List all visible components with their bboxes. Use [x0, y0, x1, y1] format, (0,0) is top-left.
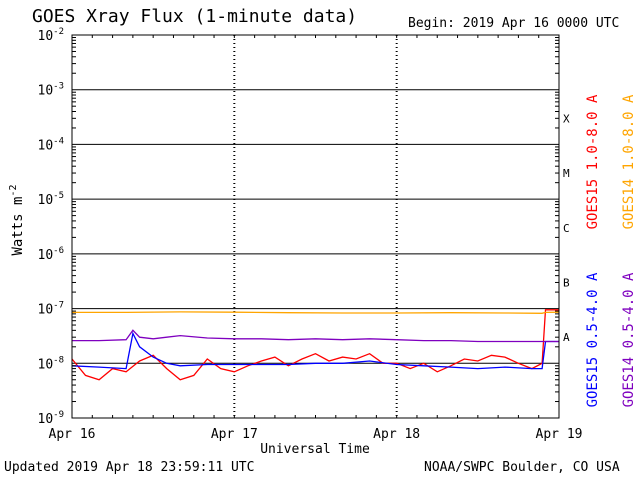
- y-tick-label-exp: -6: [53, 246, 64, 256]
- y-axis-label: Watts m-2: [8, 184, 26, 255]
- y-tick-label: 10-4: [38, 136, 65, 153]
- y-tick-label-base: 10: [38, 193, 54, 208]
- x-tick-label: Apr 16: [49, 427, 96, 442]
- legend-entry: GOES15 1.0-8.0 A: [585, 94, 601, 229]
- flare-class-label: C: [563, 222, 570, 235]
- legend-entry: GOES14 1.0-8.0 A: [621, 94, 637, 229]
- y-tick-label-exp: -2: [53, 27, 64, 37]
- flare-class-label: A: [563, 331, 570, 344]
- y-tick-label: 10-6: [38, 246, 65, 263]
- begin-value: 2019 Apr 16 0000 UTC: [462, 16, 620, 31]
- x-tick-label: Apr 17: [211, 427, 258, 442]
- y-tick-label-base: 10: [38, 138, 54, 153]
- plot-frame: [71, 34, 560, 419]
- legend-entry: GOES15 0.5-4.0 A: [585, 272, 601, 407]
- y-tick-label-base: 10: [38, 29, 54, 44]
- y-tick-label: 10-2: [38, 27, 65, 44]
- flare-class-labels: X M C B A: [563, 112, 570, 344]
- y-tick-label-exp: -3: [53, 82, 64, 92]
- y-tick-label: 10-3: [38, 82, 65, 99]
- begin-label: Begin:: [408, 16, 455, 31]
- grid: [72, 35, 559, 418]
- y-tick-label: 10-5: [38, 191, 65, 208]
- legend: GOES15 1.0-8.0 A GOES14 1.0-8.0 A GOES15 0…: [585, 94, 637, 407]
- y-tick-label: 10-8: [38, 355, 65, 372]
- y-axis-label-exp: -2: [8, 184, 19, 196]
- series-line: [72, 311, 560, 314]
- data-source: NOAA/SWPC Boulder, CO USA: [424, 460, 620, 475]
- y-tick-label-exp: -5: [53, 191, 64, 201]
- y-tick-label-exp: -4: [53, 136, 64, 146]
- x-tick-labels: Apr 16 Apr 17 Apr 18 Apr 19: [49, 427, 583, 442]
- x-tick-label: Apr 19: [536, 427, 583, 442]
- flare-class-label: B: [563, 276, 570, 289]
- series-line: [71, 309, 559, 381]
- y-tick-label: 10-9: [38, 410, 65, 427]
- series-line: [71, 331, 559, 370]
- y-tick-label-base: 10: [38, 357, 54, 372]
- series-lines: [71, 309, 560, 381]
- flare-class-label: M: [563, 167, 570, 180]
- chart-title: GOES Xray Flux (1-minute data): [32, 6, 358, 27]
- y-tick-label: 10-7: [38, 301, 65, 318]
- y-tick-label-exp: -9: [53, 410, 64, 420]
- updated-timestamp: Updated 2019 Apr 18 23:59:11 UTC: [4, 460, 255, 475]
- begin-time: Begin: 2019 Apr 16 0000 UTC: [408, 16, 619, 31]
- y-tick-label-base: 10: [38, 303, 54, 318]
- x-tick-label: Apr 18: [373, 427, 420, 442]
- y-axis-label-base: Watts m: [10, 197, 26, 256]
- y-tick-label-base: 10: [38, 84, 54, 99]
- y-tick-label-base: 10: [38, 248, 54, 263]
- legend-entry: GOES14 0.5-4.0 A: [621, 272, 637, 407]
- axis-ticks: [72, 35, 559, 418]
- series-line: [72, 329, 559, 343]
- y-tick-label-exp: -8: [53, 355, 64, 365]
- y-tick-label-exp: -7: [53, 301, 64, 311]
- flare-class-label: X: [563, 112, 570, 125]
- y-tick-label-base: 10: [38, 412, 54, 427]
- x-axis-label: Universal Time: [260, 442, 370, 457]
- y-tick-labels: 10-210-310-410-510-610-710-810-9: [38, 27, 65, 427]
